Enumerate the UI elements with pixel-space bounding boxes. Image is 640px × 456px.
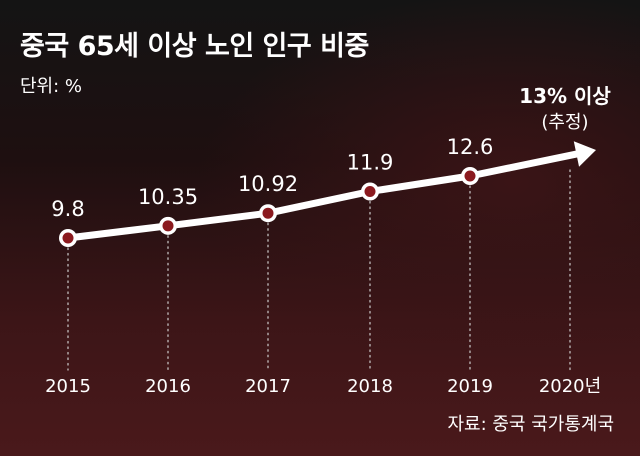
x-tick-1: 2016	[145, 376, 191, 397]
value-labels: 9.8 10.35 10.92 11.9 12.6	[51, 135, 493, 221]
x-tick-3: 2018	[347, 376, 393, 397]
data-point-core-2017	[262, 207, 274, 219]
grid-lines	[67, 169, 571, 371]
projection-note: (추정)	[541, 112, 589, 133]
projection-arrow-head	[573, 141, 596, 167]
value-label-2017: 10.92	[238, 172, 298, 196]
value-label-2016: 10.35	[138, 185, 198, 209]
projection-arrow-shaft	[466, 150, 580, 180]
data-point-core-2019	[464, 170, 476, 182]
source-note: 자료: 중국 국가통계국	[447, 414, 614, 435]
value-label-2019: 12.6	[447, 135, 494, 159]
chart-title: 중국 65세 이상 노인 인구 비중	[20, 31, 369, 62]
x-tick-5: 2020년	[539, 376, 601, 397]
data-point-core-2016	[162, 220, 174, 232]
x-tick-0: 2015	[45, 376, 91, 397]
projection-annotation: 13% 이상	[519, 84, 611, 108]
data-point-core-2018	[364, 186, 376, 197]
x-tick-labels: 2015 2016 2017 2018 2019 2020년	[45, 376, 601, 397]
data-points	[59, 167, 479, 247]
x-tick-4: 2019	[447, 376, 493, 397]
unit-label: 단위: %	[20, 76, 83, 97]
x-tick-2: 2017	[245, 376, 291, 397]
value-label-2015: 9.8	[51, 197, 84, 221]
data-point-core-2015	[62, 232, 74, 244]
value-label-2018: 11.9	[347, 151, 394, 175]
